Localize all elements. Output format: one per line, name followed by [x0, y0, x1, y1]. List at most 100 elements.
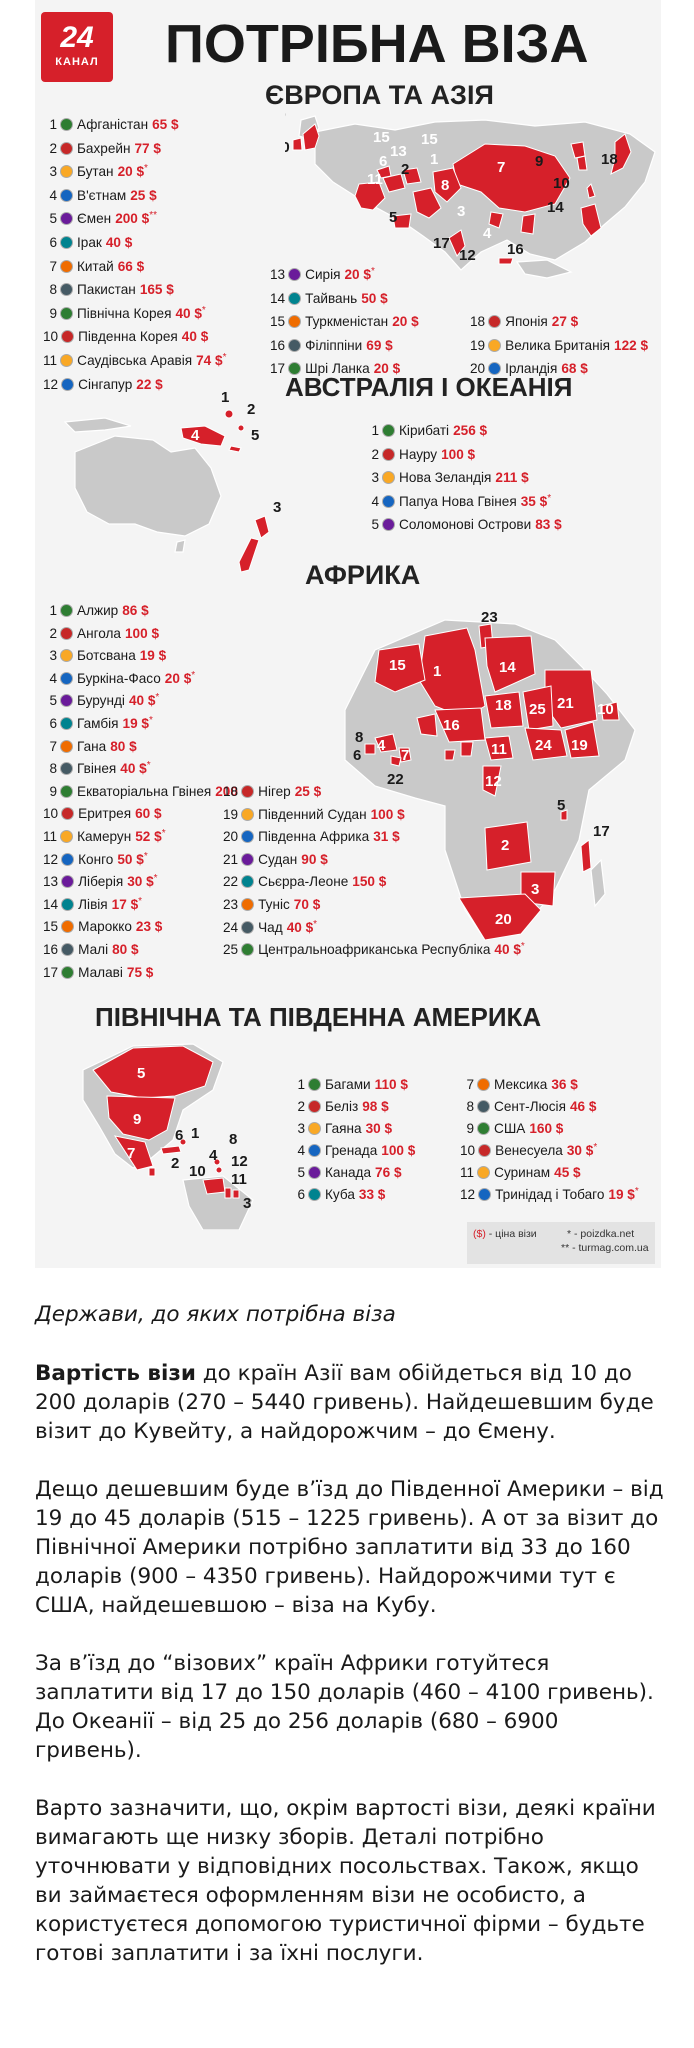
visa-price: 30 $ [127, 874, 154, 890]
country-entry: 3 Гаяна 30 $ [291, 1116, 392, 1136]
entry-number: 10 [43, 329, 59, 345]
country-name: Малі [78, 942, 109, 957]
flag-icon [382, 518, 395, 532]
country-name: Шрі Ланка [305, 361, 370, 377]
country-name: Пакистан [77, 282, 136, 298]
visa-price: 256 $ [453, 423, 488, 438]
svg-text:7: 7 [127, 1145, 135, 1162]
flag-icon [488, 338, 502, 352]
entry-number: 16 [43, 942, 59, 957]
flag-icon [488, 362, 502, 376]
visa-price: 40 $ [181, 329, 209, 345]
country-entry: 7 Китай 66 $ [43, 254, 144, 274]
svg-text:25: 25 [529, 701, 546, 718]
country-entry: 4 В'єтнам 25 $ [43, 183, 156, 203]
country-name: Північна Корея [77, 305, 172, 321]
country-name: Центральноафриканська Республіка [258, 942, 491, 958]
svg-text:7: 7 [401, 747, 409, 764]
country-entry: 14 Лівія 17 $* [43, 892, 142, 912]
flag-icon [60, 626, 73, 640]
visa-price: 122 $ [614, 337, 649, 353]
country-entry: 24 Чад 40 $* [223, 915, 317, 935]
flag-icon [60, 165, 73, 179]
svg-text:20: 20 [495, 911, 512, 928]
svg-text:4: 4 [209, 1147, 218, 1164]
country-name: Нова Зеландія [399, 470, 492, 486]
svg-text:15: 15 [389, 657, 406, 674]
svg-text:5: 5 [251, 427, 259, 444]
source-mark: * [155, 692, 160, 704]
flag-icon [478, 1144, 492, 1157]
section-title-americas: ПІВНІЧНА ТА ПІВДЕННА АМЕРИКА [95, 1002, 542, 1032]
svg-text:3: 3 [243, 1195, 251, 1212]
svg-text:16: 16 [443, 717, 460, 734]
entry-number: 12 [460, 1187, 476, 1202]
svg-text:12: 12 [231, 1153, 248, 1170]
visa-price: 90 $ [301, 851, 328, 867]
flag-icon [241, 920, 255, 934]
entry-number: 5 [49, 693, 57, 709]
country-entry: 2 Ангола 100 $ [43, 621, 159, 641]
flag-icon [288, 315, 302, 329]
flag-icon [288, 338, 302, 352]
entry-number: 2 [49, 625, 57, 641]
svg-text:13: 13 [390, 143, 407, 160]
source-mark: ** [149, 210, 158, 222]
country-entry: 2 Науру 100 $ [365, 442, 475, 462]
visa-price: 27 $ [551, 314, 579, 329]
entry-number: 10 [460, 1143, 476, 1158]
logo-text: КАНАЛ [55, 56, 99, 68]
country-entry: 1 Кірибаті 256 $ [365, 418, 487, 438]
country-name: Гана [77, 738, 107, 754]
svg-text:10: 10 [597, 701, 614, 718]
article-paragraph-3: За в’їзд до “візових” країн Африки готуй… [35, 1651, 654, 1763]
channel-logo[interactable]: 24 КАНАЛ [41, 12, 113, 82]
entry-number: 2 [49, 140, 57, 156]
source-mark: * [161, 828, 166, 839]
country-entry: 22 Сьєрра-Леоне 150 $ [223, 869, 386, 889]
svg-text:22: 22 [387, 771, 404, 788]
flag-icon [60, 762, 73, 776]
flag-icon [382, 471, 395, 485]
country-entry: 8 Пакистан 165 $ [43, 277, 173, 298]
visa-price: 30 $ [566, 1143, 594, 1158]
visa-price: 80 $ [112, 942, 139, 957]
entry-number: 17 [270, 361, 286, 377]
entry-number: 8 [466, 1099, 474, 1114]
entry-number: 20 [223, 829, 239, 845]
country-name: Соломонові Острови [399, 517, 532, 533]
country-entry: 1 Алжир 86 $ [43, 598, 148, 618]
svg-text:23: 23 [481, 610, 498, 626]
svg-text:2: 2 [247, 401, 255, 418]
country-name: Сирія [305, 267, 341, 282]
country-name: Ботсвана [77, 648, 136, 664]
country-entry: 2 Беліз 98 $ [291, 1094, 388, 1114]
flag-icon [241, 830, 255, 844]
entry-number: 1 [49, 117, 57, 132]
country-entry: 14 Тайвань 50 $ [270, 286, 388, 306]
visa-price: 20 $ [373, 361, 401, 377]
flag-icon [60, 694, 73, 708]
flag-icon [61, 943, 75, 956]
entry-number: 1 [49, 603, 57, 618]
country-entry: 8 Гвінея 40 $* [43, 756, 150, 776]
flag-icon [60, 236, 73, 249]
visa-price: 150 $ [352, 874, 387, 890]
legend-source2-mark: ** [561, 1242, 570, 1254]
flag-icon [382, 424, 395, 437]
country-entry: 6 Куба 33 $ [291, 1182, 385, 1202]
svg-text:10: 10 [553, 175, 570, 192]
visa-price: 40 $ [128, 693, 156, 709]
source-mark: * [144, 163, 148, 175]
source-mark: * [201, 304, 206, 316]
svg-text:5: 5 [137, 1065, 145, 1082]
svg-text:15: 15 [373, 129, 390, 146]
country-entry: 17 Малаві 75 $ [43, 960, 153, 980]
entry-number: 23 [223, 897, 239, 912]
flag-icon [60, 212, 73, 226]
flag-icon [308, 1078, 321, 1091]
entry-number: 3 [297, 1121, 305, 1136]
country-entry: 12 Конго 50 $* [43, 847, 148, 867]
svg-text:15: 15 [421, 131, 438, 148]
entry-number: 11 [460, 1165, 475, 1180]
